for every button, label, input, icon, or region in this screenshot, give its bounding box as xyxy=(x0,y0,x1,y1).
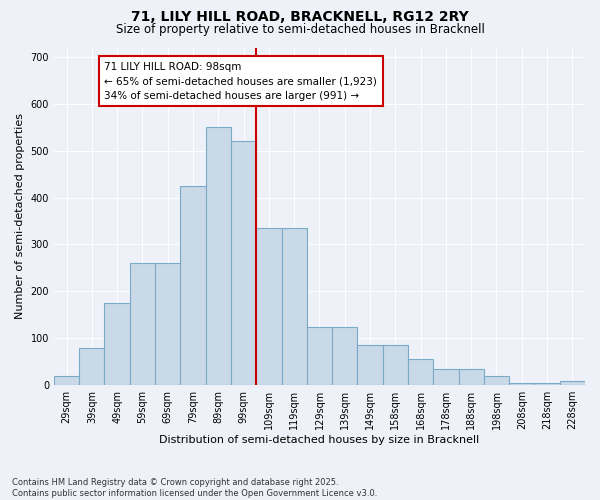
Bar xyxy=(130,264,155,385)
Text: Size of property relative to semi-detached houses in Bracknell: Size of property relative to semi-detach… xyxy=(116,22,484,36)
Bar xyxy=(181,186,206,385)
Bar xyxy=(358,346,383,385)
Bar xyxy=(104,303,130,385)
Bar xyxy=(307,326,332,385)
Bar xyxy=(281,228,307,385)
Bar xyxy=(484,376,509,385)
Text: 71 LILY HILL ROAD: 98sqm
← 65% of semi-detached houses are smaller (1,923)
34% o: 71 LILY HILL ROAD: 98sqm ← 65% of semi-d… xyxy=(104,62,377,101)
Text: 71, LILY HILL ROAD, BRACKNELL, RG12 2RY: 71, LILY HILL ROAD, BRACKNELL, RG12 2RY xyxy=(131,10,469,24)
Bar xyxy=(256,228,281,385)
Bar xyxy=(408,360,433,385)
Bar xyxy=(231,142,256,385)
Bar xyxy=(383,346,408,385)
X-axis label: Distribution of semi-detached houses by size in Bracknell: Distribution of semi-detached houses by … xyxy=(160,435,479,445)
Bar xyxy=(206,127,231,385)
Bar xyxy=(54,376,79,385)
Bar xyxy=(433,369,458,385)
Bar xyxy=(509,383,535,385)
Bar xyxy=(535,383,560,385)
Bar xyxy=(155,264,181,385)
Text: Contains HM Land Registry data © Crown copyright and database right 2025.
Contai: Contains HM Land Registry data © Crown c… xyxy=(12,478,377,498)
Bar xyxy=(79,348,104,385)
Bar xyxy=(458,369,484,385)
Bar xyxy=(332,326,358,385)
Bar xyxy=(560,380,585,385)
Y-axis label: Number of semi-detached properties: Number of semi-detached properties xyxy=(15,114,25,320)
